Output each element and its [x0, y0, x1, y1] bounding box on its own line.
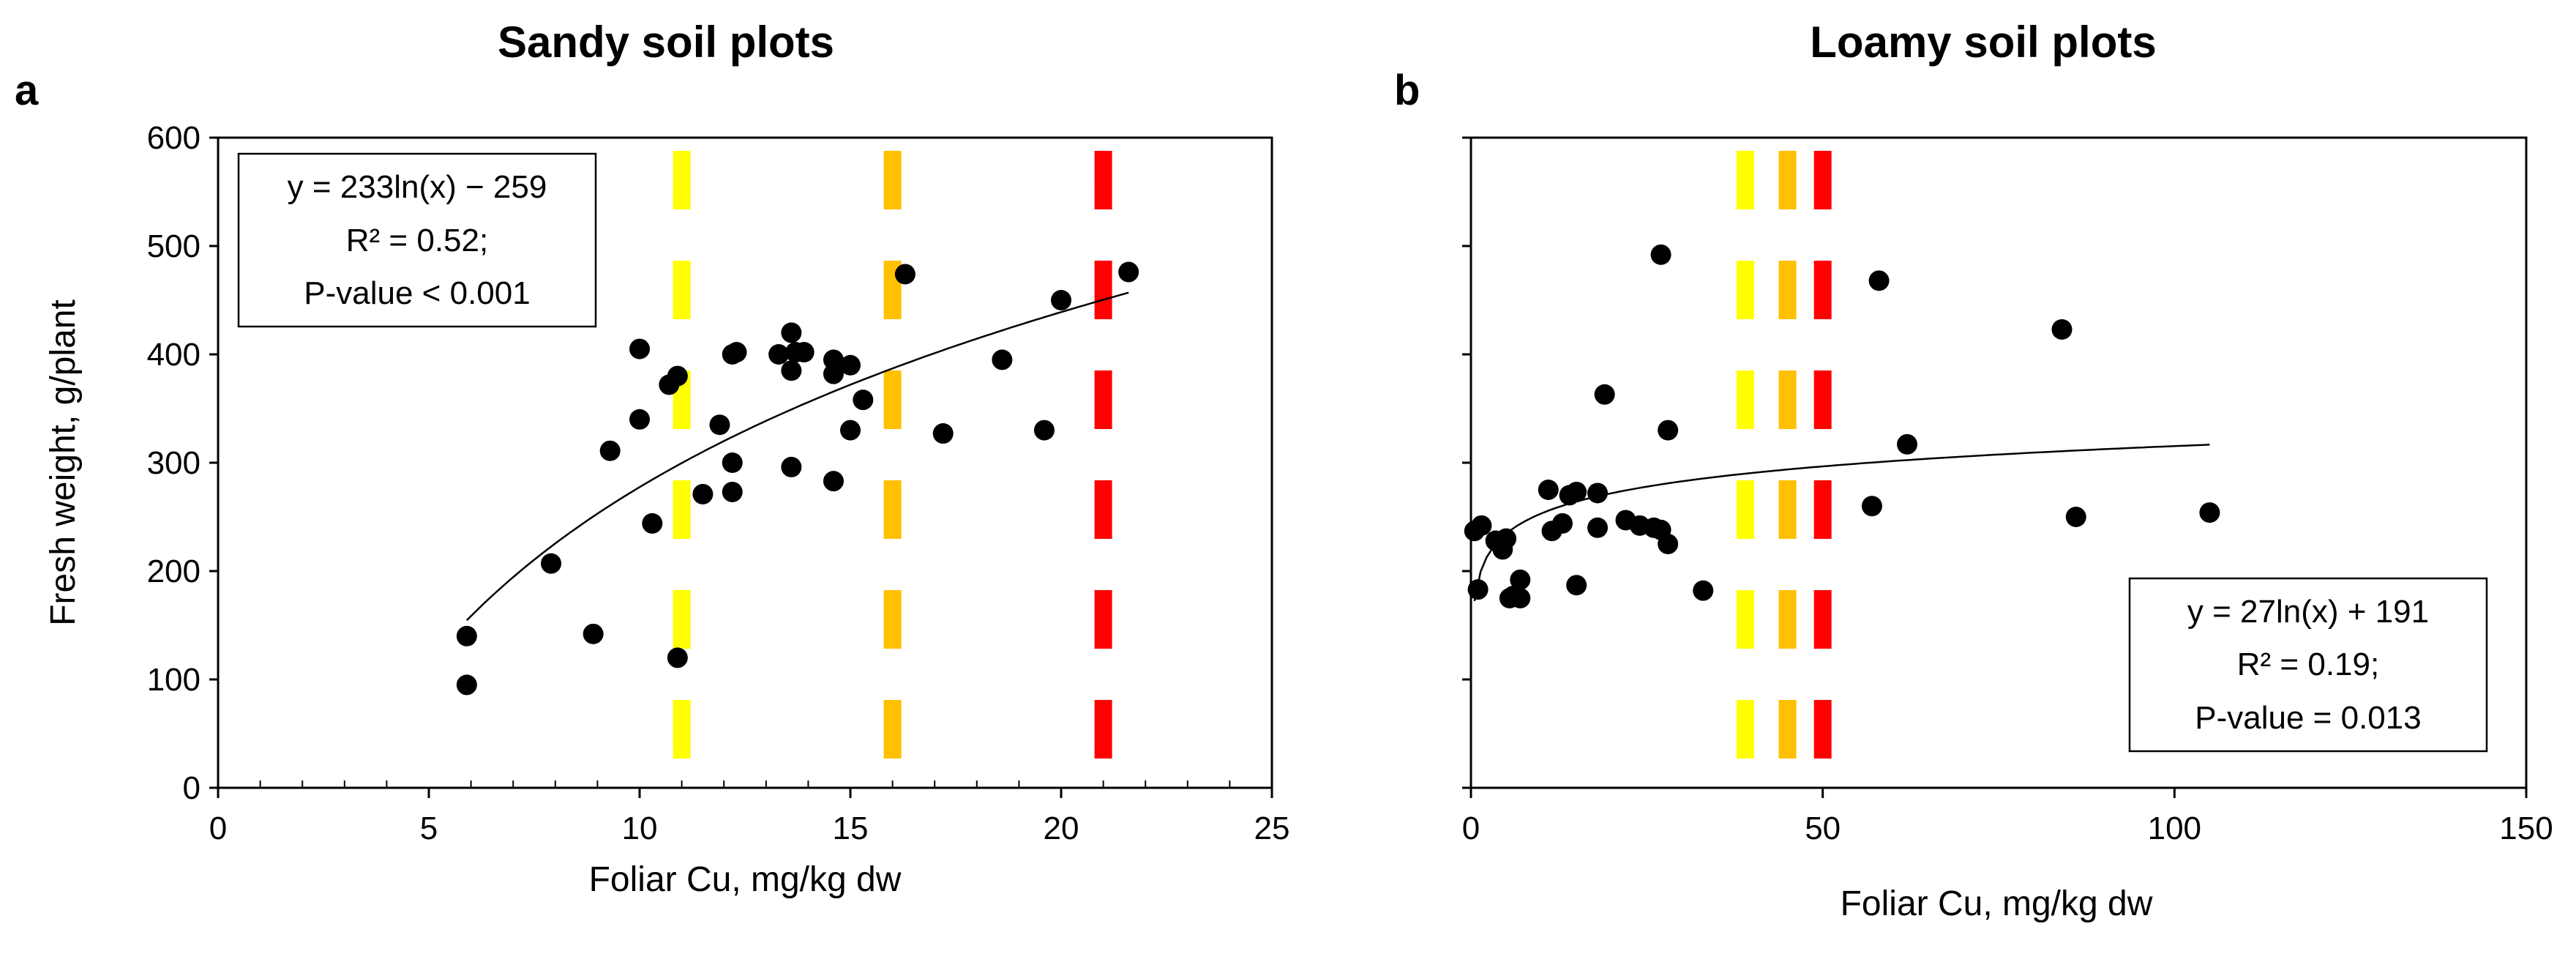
panel-b: b Loamy soil plots 0 50 100 150 Foliar Cu, …	[1394, 18, 2553, 923]
data-point-a-9	[667, 365, 688, 387]
data-point-a-4	[599, 440, 621, 461]
data-point-a-10	[667, 647, 688, 668]
y-tick-label-a-0: 0	[183, 770, 201, 806]
data-point-a-1	[456, 674, 477, 696]
x-tick-label-a-1: 5	[420, 810, 438, 846]
chart-title-a: Sandy soil plots	[498, 18, 834, 67]
x-tick-label-a-3: 15	[833, 810, 869, 846]
data-point-a-11	[692, 483, 714, 504]
panel-label-a: a	[15, 67, 39, 114]
x-axis-title-b: Foliar Cu, mg/kg dw	[1841, 884, 2153, 923]
data-point-a-22	[793, 342, 815, 363]
data-point-a-0	[456, 625, 477, 646]
equation-box-b: y = 27ln(x) + 191 R² = 0.19; P-value = 0…	[2128, 577, 2488, 753]
data-point-a-3	[583, 623, 604, 644]
r-squared-a: R² = 0.52;	[346, 223, 488, 258]
y-tick-label-a-6: 600	[147, 120, 201, 156]
x-axis-ticks-a: 0 5 10 15 20 25	[209, 780, 1290, 846]
x-tick-label-a-4: 20	[1044, 810, 1079, 846]
data-point-a-14	[722, 481, 743, 502]
r-squared-b: R² = 0.19;	[2237, 646, 2379, 682]
y-tick-label-a-2: 200	[147, 554, 201, 589]
data-point-b-15	[1566, 575, 1587, 596]
y-axis-title-a: Fresh weight, g/plant	[44, 299, 83, 626]
y-tick-label-a-5: 500	[147, 228, 201, 264]
data-point-b-18	[1594, 384, 1615, 405]
x-axis-ticks-b: 0 50 100 150	[1462, 788, 2553, 846]
data-point-a-18	[781, 360, 802, 381]
x-tick-label-b-1: 50	[1805, 810, 1841, 846]
x-tick-label-b-2: 100	[2148, 810, 2201, 846]
data-point-a-23	[823, 471, 844, 492]
data-point-b-27	[1861, 496, 1882, 517]
data-point-b-14	[1566, 481, 1587, 502]
data-point-b-10	[1538, 480, 1559, 500]
data-point-b-9	[1510, 588, 1531, 608]
data-point-b-16	[1587, 517, 1609, 538]
x-axis-title-a: Foliar Cu, mg/kg dw	[589, 860, 902, 899]
data-point-a-7	[642, 513, 663, 534]
data-point-b-25	[1658, 420, 1679, 441]
p-value-b: P-value = 0.013	[2195, 700, 2421, 736]
panel-label-b: b	[1394, 67, 1420, 114]
data-point-a-32	[1033, 420, 1055, 441]
p-value-a: P-value < 0.001	[304, 275, 530, 311]
trendline-a	[465, 291, 1129, 622]
data-point-b-32	[2199, 502, 2220, 523]
data-point-a-30	[932, 423, 954, 444]
data-point-b-17	[1587, 482, 1609, 504]
y-axis-ticks-a: 0 100 200 300 400 500 600	[147, 120, 218, 806]
data-point-a-20	[781, 456, 802, 477]
data-point-b-31	[2065, 507, 2086, 527]
data-point-b-30	[2051, 318, 2073, 340]
data-points-b	[1464, 244, 2220, 608]
data-point-a-25	[823, 349, 844, 370]
data-point-a-33	[1051, 290, 1071, 310]
equation-box-a: y = 233ln(x) − 259 R² = 0.52; P-value < …	[237, 152, 597, 328]
data-point-a-2	[541, 553, 562, 574]
data-point-b-8	[1510, 569, 1531, 590]
data-point-a-29	[894, 264, 916, 285]
x-tick-label-b-3: 150	[2499, 810, 2553, 846]
y-tick-label-a-4: 400	[147, 337, 201, 373]
data-points-a	[456, 261, 1139, 696]
chart-title-b: Loamy soil plots	[1810, 18, 2156, 67]
data-point-b-1	[1467, 579, 1489, 600]
data-point-b-22	[1650, 244, 1671, 265]
y-tick-label-a-1: 100	[147, 662, 201, 698]
data-point-a-31	[992, 349, 1013, 370]
data-point-a-13	[722, 452, 743, 473]
data-point-a-6	[629, 338, 650, 359]
data-point-a-5	[629, 409, 650, 430]
x-tick-label-a-5: 25	[1254, 810, 1290, 846]
x-tick-label-b-0: 0	[1462, 810, 1480, 846]
equation-line-b: y = 27ln(x) + 191	[2187, 594, 2429, 630]
data-point-b-29	[1897, 433, 1918, 455]
data-point-a-34	[1118, 261, 1139, 283]
equation-line-a: y = 233ln(x) − 259	[288, 169, 547, 205]
data-point-b-28	[1868, 270, 1890, 291]
data-point-b-24	[1658, 534, 1679, 554]
data-point-b-26	[1693, 580, 1714, 601]
data-point-a-16	[726, 342, 747, 363]
equation-box-frame-b	[2128, 577, 2488, 753]
data-point-a-19	[781, 322, 802, 343]
data-point-b-2	[1471, 515, 1492, 536]
data-point-a-24	[823, 363, 844, 384]
data-point-b-5	[1496, 528, 1517, 549]
panel-a: a Sandy soil plots 0 5 10 15 20 25 0 100 200 300…	[15, 18, 1289, 899]
data-point-a-28	[853, 390, 874, 411]
data-point-a-17	[768, 344, 790, 365]
data-point-a-12	[709, 414, 730, 436]
equation-box-frame-a	[237, 152, 597, 328]
y-tick-label-a-3: 300	[147, 445, 201, 481]
data-point-a-26	[840, 420, 861, 441]
data-point-a-27	[840, 354, 861, 376]
x-tick-label-a-0: 0	[209, 810, 227, 846]
x-tick-label-a-2: 10	[622, 810, 658, 846]
y-axis-ticks-b	[1462, 136, 1471, 789]
data-point-b-12	[1551, 513, 1573, 534]
